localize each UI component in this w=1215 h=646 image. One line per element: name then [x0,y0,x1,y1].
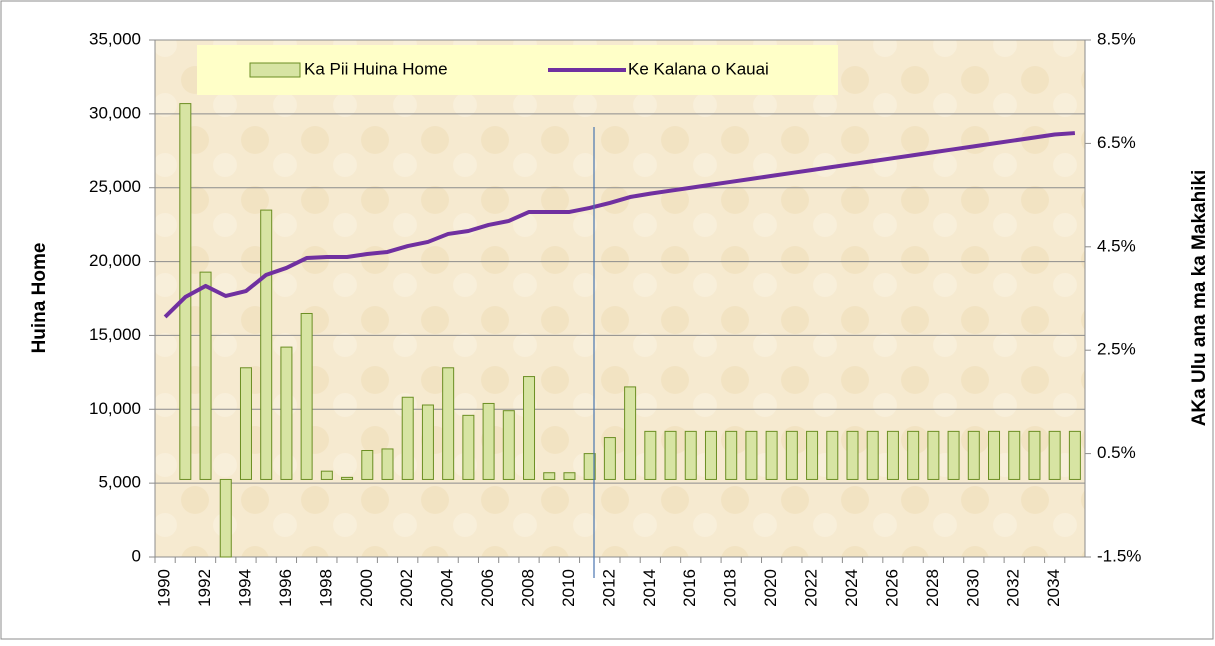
bar [341,476,354,480]
x-tick-label: 1992 [195,569,214,607]
x-tick-label: 2032 [1004,569,1023,607]
bar [765,430,778,480]
bar [563,472,576,480]
legend-box [197,45,838,95]
bar [543,472,556,480]
bar [988,430,1001,480]
bar [179,103,192,480]
x-tick-label: 2012 [599,569,618,607]
legend-label: Ka Pii Huina Home [304,59,448,78]
x-tick-label: 2006 [478,569,497,607]
y2-axis-title: AKa Ulu ana ma ka Makahiki [1189,170,1210,427]
bar [704,430,717,480]
bar [684,430,697,480]
bar [199,271,212,480]
bar [502,410,515,480]
bar [886,430,899,480]
bar [219,478,232,558]
bar [583,453,596,480]
x-tick-label: 2028 [923,569,942,607]
line [163,131,1076,319]
x-tick-label: 1998 [316,569,335,607]
x-tick-label: 2014 [640,569,659,607]
bar [1028,430,1041,480]
y2-tick-label: 0.5% [1097,443,1136,462]
x-tick-label: 2000 [357,569,376,607]
bar [260,209,273,480]
bar [300,312,313,480]
bar [624,386,637,480]
bar [866,430,879,480]
x-tick-label: 2026 [882,569,901,607]
legend-label: Ke Kalana o Kauai [628,59,769,78]
plot-area [155,40,1085,557]
y-tick-label: 15,000 [89,325,141,344]
y2-tick-label: 6.5% [1097,133,1136,152]
y2-tick-label: -1.5% [1097,546,1141,565]
x-tick-label: 1996 [276,569,295,607]
bar [401,396,414,480]
y-axis-title: Huina Home [29,243,50,354]
y-tick-label: 25,000 [89,177,141,196]
y-tick-label: 5,000 [98,473,141,492]
bar [907,430,920,480]
bar [280,346,293,480]
x-tick-label: 2004 [438,569,457,607]
bar [239,367,252,480]
bar [785,430,798,480]
x-tick-label: 2030 [963,569,982,607]
bar [846,430,859,480]
bar [1068,430,1081,480]
y2-tick-label: 8.5% [1097,29,1136,48]
bar [826,430,839,480]
y-tick-label: 35,000 [89,29,141,48]
x-tick-label: 2024 [842,569,861,607]
bar [603,437,616,480]
y-tick-label: 10,000 [89,399,141,418]
bar [927,430,940,480]
bar [806,430,819,480]
x-tick-label: 2002 [397,569,416,607]
legend-swatch [249,62,301,78]
y2-tick-label: 2.5% [1097,340,1136,359]
x-tick-label: 2022 [802,569,821,607]
bar [421,404,434,480]
y-tick-label: 20,000 [89,251,141,270]
bar [320,470,333,480]
y-tick-label: 0 [132,546,141,565]
x-tick-label: 2034 [1044,569,1063,607]
x-tick-label: 2018 [721,569,740,607]
bar [381,448,394,480]
bar [745,430,758,480]
y2-tick-label: 4.5% [1097,236,1136,255]
x-tick-label: 2010 [559,569,578,607]
bar [462,414,475,480]
bar [1048,430,1061,480]
bar [361,449,374,480]
bar [967,430,980,480]
x-tick-label: 2020 [761,569,780,607]
bar [523,376,536,480]
bar [644,430,657,480]
x-tick-label: 2016 [680,569,699,607]
bar [442,367,455,480]
bar [664,430,677,480]
bar [947,430,960,480]
bar [482,402,495,480]
x-tick-label: 1990 [155,569,174,607]
y-tick-label: 30,000 [89,103,141,122]
x-tick-label: 2008 [519,569,538,607]
bar [725,430,738,480]
bar [1008,430,1021,480]
x-tick-label: 1994 [235,569,254,607]
